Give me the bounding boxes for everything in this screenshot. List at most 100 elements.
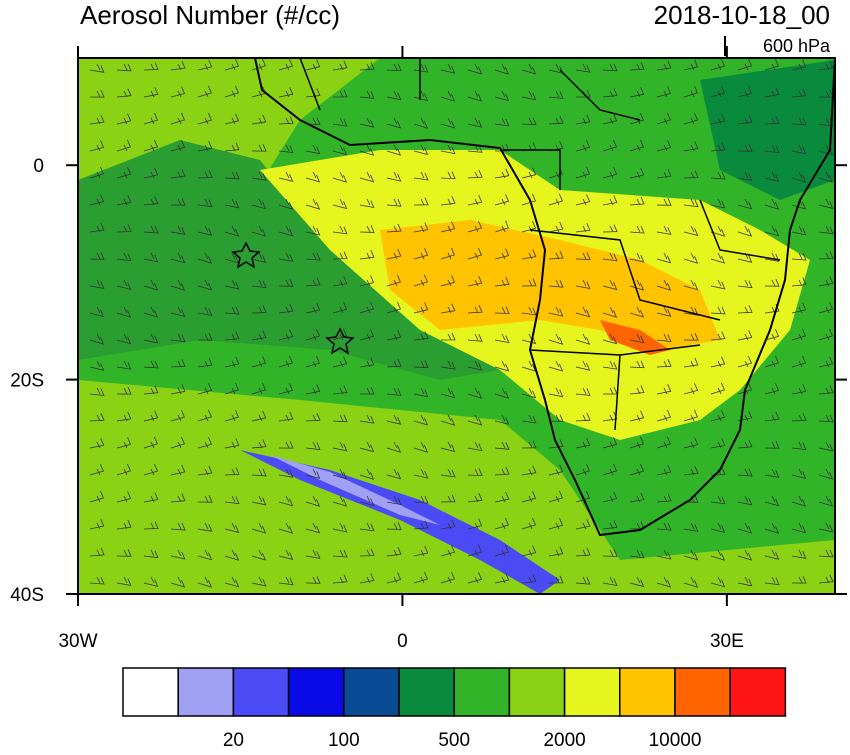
wind-barb bbox=[602, 411, 618, 422]
wind-barb bbox=[116, 437, 132, 449]
wind-barb bbox=[89, 194, 105, 206]
wind-barb bbox=[602, 279, 618, 291]
wind-barb bbox=[764, 252, 780, 262]
wind-barb bbox=[224, 495, 240, 505]
wind-barb bbox=[170, 384, 186, 395]
wind-barb bbox=[386, 117, 402, 129]
wind-barb bbox=[656, 359, 672, 368]
wind-barb bbox=[197, 409, 212, 422]
wind-barb bbox=[440, 360, 456, 370]
wind-barb bbox=[89, 387, 105, 396]
wind-barb bbox=[791, 441, 807, 451]
wind-barb bbox=[332, 385, 348, 395]
wind-barb bbox=[494, 117, 510, 127]
wind-barb bbox=[737, 330, 753, 341]
wind-barb bbox=[332, 144, 348, 156]
wind-barb bbox=[764, 411, 780, 422]
wind-barb bbox=[224, 85, 239, 98]
wind-barb bbox=[791, 252, 807, 261]
wind-barb bbox=[251, 439, 267, 449]
wind-barb bbox=[548, 360, 564, 372]
wind-barb bbox=[413, 331, 429, 341]
wind-barb bbox=[818, 198, 834, 209]
wind-barb bbox=[359, 468, 375, 480]
wind-barb bbox=[251, 355, 267, 368]
wind-barb bbox=[305, 549, 321, 559]
wind-barb bbox=[548, 387, 564, 398]
wind-barb bbox=[764, 225, 780, 237]
wind-barb bbox=[116, 279, 132, 290]
wind-barb bbox=[332, 356, 348, 368]
wind-barb bbox=[440, 545, 456, 557]
wind-barb bbox=[764, 549, 780, 560]
wind-barb bbox=[305, 522, 321, 534]
wind-barb bbox=[305, 468, 321, 479]
wind-barb bbox=[467, 518, 483, 530]
wind-barb bbox=[332, 549, 348, 558]
wind-barb bbox=[440, 171, 456, 180]
wind-barb bbox=[224, 59, 240, 71]
wind-barb bbox=[602, 437, 618, 449]
wind-barb bbox=[791, 549, 807, 559]
wind-barb bbox=[575, 63, 591, 73]
wind-barb bbox=[170, 306, 186, 317]
wind-barb bbox=[683, 59, 699, 71]
wind-barb bbox=[629, 333, 645, 344]
wind-barb bbox=[305, 355, 320, 368]
wind-barb bbox=[332, 495, 348, 507]
wind-barb bbox=[305, 302, 321, 314]
wind-barb bbox=[656, 464, 672, 476]
wind-barb bbox=[413, 571, 428, 584]
x-tick-label: 30W bbox=[58, 631, 97, 652]
y-tick-label: 40S bbox=[10, 585, 44, 606]
colorbar-label: 100 bbox=[328, 730, 360, 750]
wind-barb bbox=[197, 465, 213, 476]
wind-barb bbox=[440, 414, 456, 426]
wind-barb bbox=[89, 576, 105, 585]
wind-barb bbox=[278, 171, 294, 182]
wind-barb bbox=[143, 463, 159, 476]
wind-barb bbox=[386, 63, 402, 72]
wind-barb bbox=[629, 436, 644, 449]
wind-barb bbox=[251, 114, 267, 125]
wind-barb bbox=[386, 387, 402, 396]
wind-barb bbox=[710, 382, 725, 395]
wind-barb bbox=[170, 409, 185, 422]
wind-barb bbox=[818, 301, 834, 314]
wind-barb bbox=[494, 544, 509, 557]
wind-barb bbox=[548, 279, 564, 288]
wind-barb bbox=[764, 576, 780, 586]
wind-barb bbox=[521, 574, 537, 584]
wind-barb bbox=[710, 279, 726, 290]
wind-barb bbox=[737, 355, 752, 368]
wind-barb bbox=[494, 491, 510, 503]
wind-barb bbox=[710, 58, 725, 71]
wind-barb bbox=[278, 440, 294, 449]
wind-barb bbox=[359, 225, 375, 233]
wind-barb bbox=[224, 356, 240, 368]
date: 2018-10-18_00 bbox=[654, 0, 830, 30]
wind-barb bbox=[386, 144, 402, 156]
wind-barb bbox=[359, 495, 375, 507]
wind-barb bbox=[413, 545, 429, 557]
wind-barb bbox=[251, 143, 267, 152]
wind-barb bbox=[359, 441, 375, 453]
wind-barb bbox=[764, 441, 780, 449]
wind-barb bbox=[494, 360, 510, 372]
wind-barb bbox=[737, 468, 753, 477]
wind-barb bbox=[521, 221, 537, 233]
wind-barb bbox=[521, 491, 537, 503]
wind-barb bbox=[575, 518, 591, 530]
wind-barb bbox=[251, 549, 267, 561]
star-marker bbox=[325, 327, 355, 355]
title: Aerosol Number (#/cc) bbox=[80, 0, 340, 30]
colorbar-swatch bbox=[287, 667, 345, 717]
wind-barb bbox=[494, 517, 509, 530]
field-zone bbox=[600, 320, 670, 355]
wind-barb bbox=[305, 441, 321, 450]
wind-barb bbox=[548, 221, 564, 233]
wind-barb bbox=[413, 222, 429, 233]
wind-barb bbox=[602, 252, 618, 262]
wind-barb bbox=[467, 493, 483, 503]
wind-barb bbox=[602, 520, 618, 530]
